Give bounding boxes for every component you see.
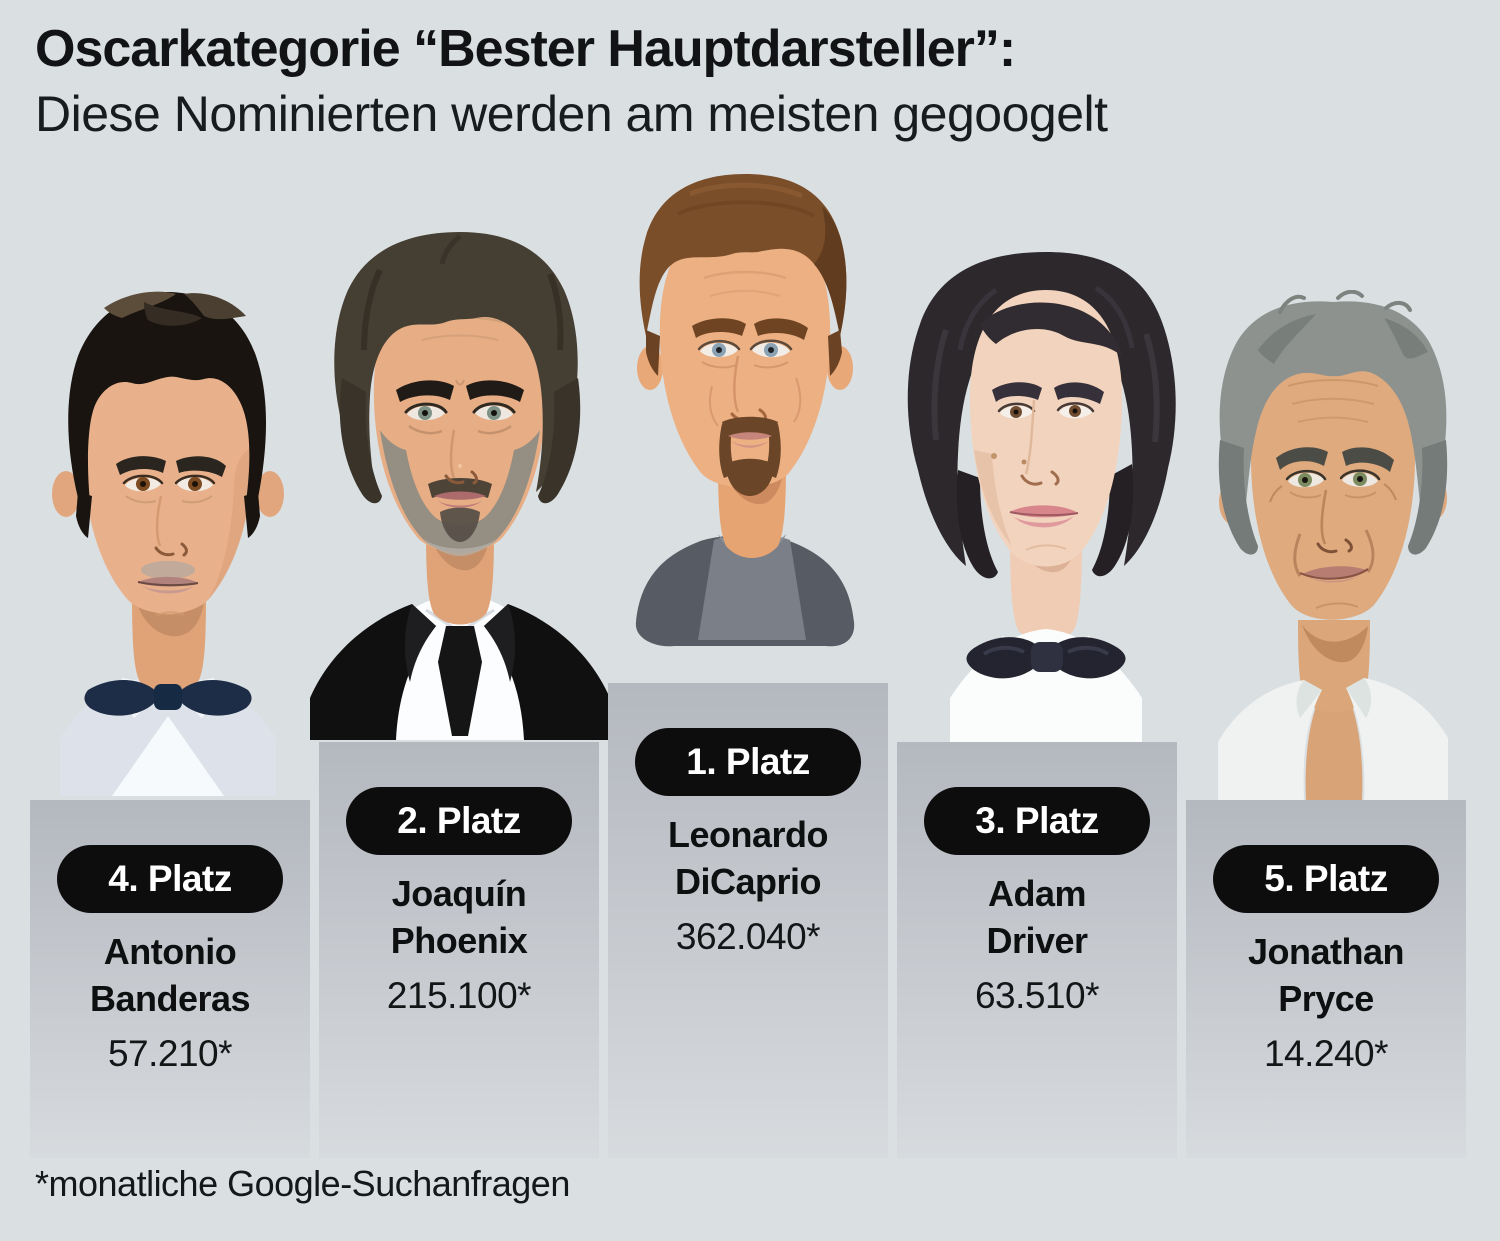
hair-fringe (980, 302, 1122, 356)
nominee-card-jonathan-pryce: 5. Platz Jonathan Pryce 14.240* (1186, 800, 1466, 1158)
mouth (1009, 505, 1079, 551)
mouth (728, 432, 772, 448)
nominee-last-name: DiCaprio (674, 860, 822, 902)
mouth (137, 561, 199, 617)
monthly-searches: 215.100* (386, 974, 532, 1016)
hair (639, 174, 847, 376)
face (83, 338, 253, 614)
eyebrows (116, 456, 226, 477)
chest (1305, 686, 1363, 800)
nominee-first-name: Leonardo (667, 814, 829, 855)
hair (68, 291, 266, 538)
antonio-banderas-portrait (52, 291, 284, 796)
eyebrows (692, 318, 808, 340)
nose (154, 495, 188, 557)
leonardo-dicaprio-portrait (635, 174, 855, 647)
ear-right (256, 471, 284, 517)
jonathan-pryce-portrait (1218, 290, 1448, 800)
nominee-card-leonardo-dicaprio: 1. Platz Leonardo DiCaprio 362.040* (608, 683, 888, 1158)
mole (1021, 459, 1027, 465)
eyes (122, 474, 216, 504)
hair (1218, 290, 1448, 555)
rank-label: 2. Platz (397, 800, 521, 841)
nominee-name: Joaquín Phoenix (391, 871, 528, 965)
nose (991, 399, 1060, 486)
hair (334, 232, 581, 504)
eyes (997, 402, 1095, 419)
page-subtitle: Diese Nominierten werden am meisten gego… (35, 86, 1108, 143)
rank-badge: 2. Platz (346, 787, 572, 855)
rank-label: 4. Platz (108, 858, 232, 899)
eyes (697, 339, 793, 369)
footnote: *monatliche Google-Suchanfragen (35, 1163, 570, 1204)
eyes (1269, 469, 1397, 503)
nominee-name: Leonardo DiCaprio (667, 812, 829, 906)
page-title: Oscarkategorie “Bester Hauptdarsteller”: (35, 20, 1016, 78)
nose (1316, 489, 1353, 554)
eyes (404, 402, 516, 435)
mouth (434, 491, 486, 508)
eyebrows (1276, 447, 1394, 472)
rank-badge: 1. Platz (635, 728, 861, 796)
nominee-first-name: Jonathan (1247, 931, 1405, 972)
rank-badge: 4. Platz (57, 845, 283, 913)
monthly-searches: 57.210* (107, 1032, 233, 1074)
nominee-first-name: Adam (987, 873, 1087, 914)
rank-badge: 5. Platz (1213, 845, 1439, 913)
header: Oscarkategorie “Bester Hauptdarsteller”:… (35, 20, 1108, 142)
face (659, 212, 831, 488)
nominee-first-name: Antonio (103, 931, 237, 972)
mouth (1293, 529, 1375, 609)
clothing (1218, 678, 1448, 800)
neck (132, 596, 206, 694)
rank-label: 3. Platz (975, 800, 1099, 841)
goatee (719, 416, 781, 496)
bow-tie (84, 679, 252, 796)
joaquin-phoenix-portrait (310, 232, 610, 740)
face (970, 290, 1122, 567)
clothing (310, 594, 610, 740)
monthly-searches: 63.510* (974, 974, 1100, 1016)
nominee-card-antonio-banderas: 4. Platz Antonio Banderas 57.210* (30, 800, 310, 1158)
adam-driver-portrait (907, 252, 1176, 750)
bow-tie (966, 637, 1126, 679)
nominee-last-name: Banderas (89, 977, 251, 1019)
nominee-name: Jonathan Pryce (1247, 929, 1405, 1023)
nominee-last-name: Phoenix (390, 919, 528, 961)
clothing (635, 534, 855, 647)
eyebrows (396, 380, 524, 402)
rank-label: 5. Platz (1264, 858, 1388, 899)
nominee-card-joaquin-phoenix: 2. Platz Joaquín Phoenix 215.100* (319, 742, 599, 1158)
nominee-name: Adam Driver (986, 871, 1088, 965)
eyebrows (992, 382, 1104, 404)
nominee-last-name: Driver (986, 919, 1088, 961)
ear-left (52, 471, 80, 517)
nominee-last-name: Pryce (1278, 977, 1374, 1019)
monthly-searches: 14.240* (1263, 1032, 1389, 1074)
nominee-name: Antonio Banderas (89, 929, 251, 1023)
rank-badge: 3. Platz (924, 787, 1150, 855)
rank-label: 1. Platz (686, 741, 810, 782)
mole (991, 453, 997, 459)
nominee-card-adam-driver: 3. Platz Adam Driver 63.510* (897, 742, 1177, 1158)
nominee-first-name: Joaquín (391, 873, 527, 914)
monthly-searches: 362.040* (675, 915, 821, 957)
nose (444, 429, 478, 485)
